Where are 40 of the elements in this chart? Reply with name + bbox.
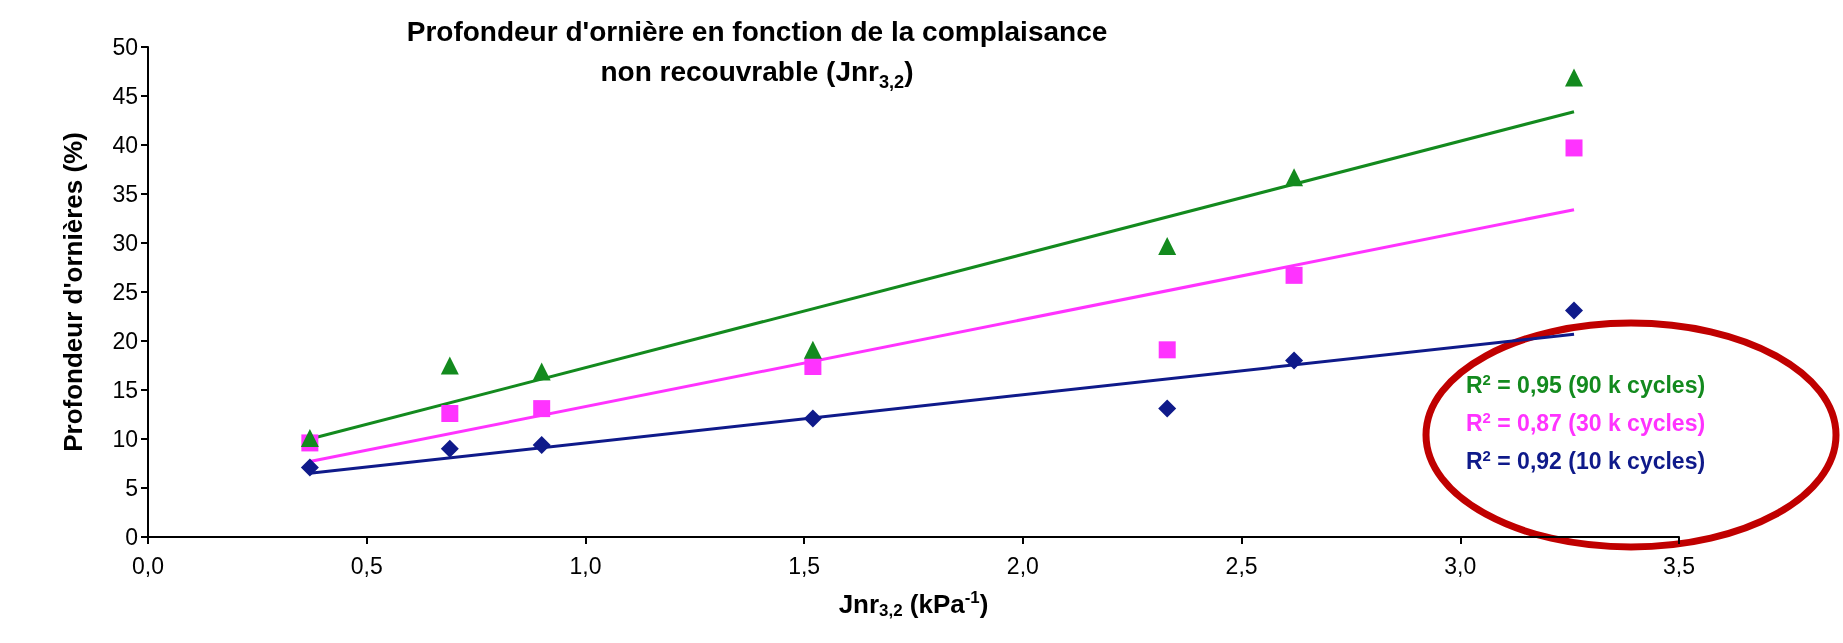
point <box>532 435 551 454</box>
x-tick-label: 1,0 <box>569 552 602 579</box>
point <box>803 409 822 428</box>
point <box>1565 68 1584 87</box>
point <box>1565 139 1583 157</box>
point <box>1565 301 1584 320</box>
point <box>1285 351 1304 370</box>
y-tick-label: 15 <box>112 377 138 403</box>
y-tick-label: 5 <box>125 475 138 501</box>
y-tick-label: 10 <box>112 426 138 452</box>
y-tick-label: 50 <box>112 34 138 60</box>
point <box>300 429 319 448</box>
point <box>1158 341 1176 359</box>
y-tick-label: 20 <box>112 328 138 354</box>
x-tick-label: 0,5 <box>350 552 383 579</box>
point <box>1285 168 1304 187</box>
point <box>441 405 459 423</box>
y-tick-label: 0 <box>125 524 138 550</box>
x-tick-label: 3,5 <box>1663 552 1695 579</box>
point <box>440 356 459 375</box>
x-tick-label: 2,0 <box>1006 552 1039 579</box>
y-tick-label: 40 <box>112 132 138 158</box>
point <box>804 357 822 375</box>
y-tick-label: 35 <box>112 181 138 207</box>
x-tick-label: 3,0 <box>1444 552 1477 579</box>
point <box>533 400 551 418</box>
x-tick-label: 2,5 <box>1225 552 1258 579</box>
y-tick-label: 45 <box>112 83 138 109</box>
y-axis-title: Profondeur d'ornières (%) <box>58 132 88 452</box>
point <box>1285 266 1303 284</box>
point <box>803 340 822 359</box>
y-tick-label: 30 <box>112 230 138 256</box>
x-tick-label: 0,0 <box>132 552 164 579</box>
point <box>300 458 319 477</box>
point <box>1158 236 1177 255</box>
point <box>532 362 551 381</box>
x-tick-label: 1,5 <box>788 552 821 579</box>
point <box>440 439 459 458</box>
y-tick-label: 25 <box>112 279 138 305</box>
point <box>1158 399 1177 418</box>
